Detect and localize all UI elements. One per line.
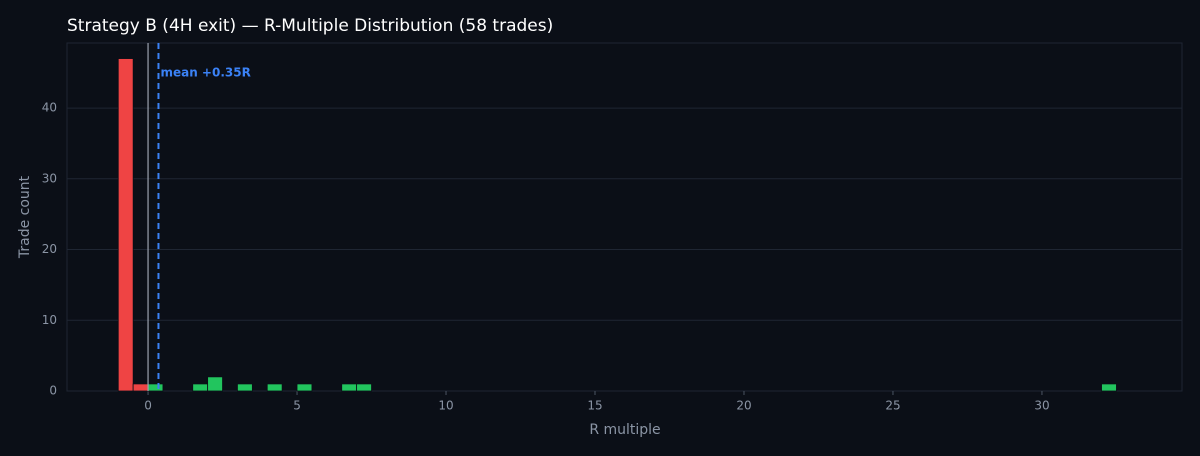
y-tick-label: 20 — [42, 242, 57, 256]
bar — [207, 376, 223, 392]
y-axis-label: Trade count — [17, 175, 33, 259]
bar — [192, 383, 209, 392]
bar — [132, 383, 149, 392]
x-tick-label: 0 — [144, 399, 152, 413]
x-tick-label: 25 — [885, 399, 900, 413]
bar — [1101, 383, 1117, 392]
plot-area — [66, 42, 1183, 392]
y-tick-label: 30 — [42, 171, 57, 185]
bar — [147, 383, 164, 392]
chart-title: Strategy B (4H exit) — R-Multiple Distri… — [67, 16, 553, 36]
x-tick-label: 10 — [438, 399, 453, 413]
x-tick-label: 5 — [293, 399, 301, 413]
y-tick-label: 10 — [42, 313, 57, 327]
y-tick-label: 40 — [42, 101, 57, 115]
y-tick-label: 0 — [49, 384, 57, 398]
x-tick-label: 15 — [587, 399, 602, 413]
bar — [237, 383, 253, 392]
x-axis-label: R multiple — [589, 422, 660, 438]
bar — [266, 383, 283, 392]
bar — [356, 383, 372, 392]
x-tick-label: 30 — [1034, 399, 1049, 413]
bar — [341, 383, 358, 392]
x-tick-label: 20 — [736, 399, 751, 413]
bar — [296, 383, 313, 392]
mean-label: mean +0.35R — [160, 66, 250, 80]
bar — [117, 58, 134, 392]
